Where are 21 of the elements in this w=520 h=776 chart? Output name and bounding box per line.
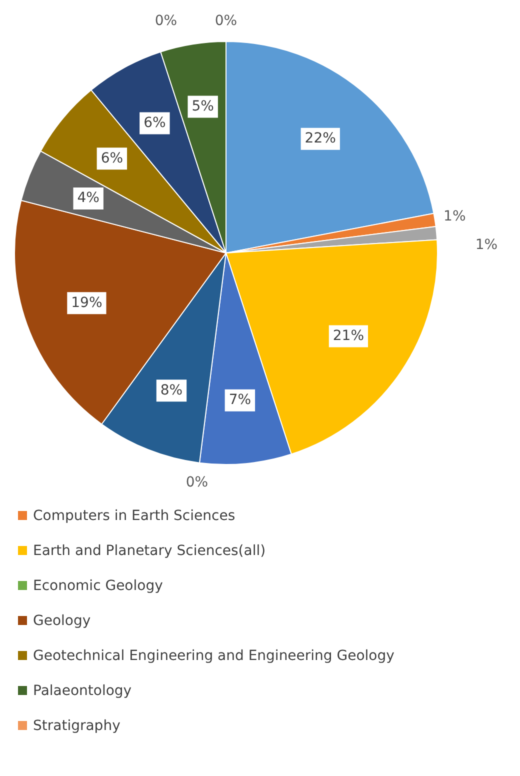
data-label: 4% xyxy=(77,190,100,206)
data-label: 6% xyxy=(100,150,124,166)
legend-label: Economic Geology xyxy=(33,578,163,594)
legend-label: Palaeontology xyxy=(33,682,132,698)
data-label: 7% xyxy=(228,392,252,408)
data-label: 22% xyxy=(304,130,336,147)
data-label: 1% xyxy=(475,236,498,253)
text: 0% xyxy=(186,474,208,490)
data-label: 19% xyxy=(71,294,102,311)
legend-label: Geology xyxy=(33,612,91,628)
legend-label: Computers in Earth Sciences xyxy=(33,508,236,524)
data-label: 8% xyxy=(160,382,183,398)
data-label: 5% xyxy=(192,98,214,114)
data-label: 6% xyxy=(144,114,166,131)
text: 0% xyxy=(214,13,238,30)
legend-label: Stratigraphy xyxy=(33,718,120,734)
legend-label: Earth and Planetary Sciences(all) xyxy=(33,542,266,558)
data-label: 21% xyxy=(332,328,364,344)
legend-label: Geotechnical Engineering and Engineering Geology xyxy=(33,648,394,664)
data-label: 1% xyxy=(444,208,466,224)
text: 0% xyxy=(154,13,178,30)
